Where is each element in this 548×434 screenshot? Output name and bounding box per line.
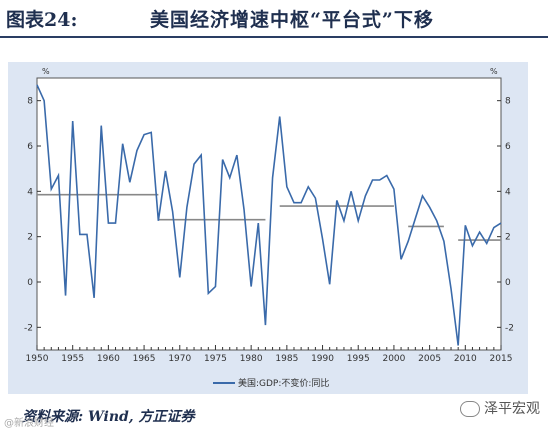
title-bar: 图表24: 美国经济增速中枢“平台式”下移: [0, 0, 548, 40]
y-tick-label-right: 4: [505, 187, 511, 197]
x-tick-label: 2010: [454, 354, 477, 364]
wechat-icon: [460, 401, 480, 417]
x-tick-label: 1955: [61, 354, 84, 364]
x-tick-label: 1950: [26, 354, 49, 364]
right-axis: -2 0 2 4 6 8: [497, 97, 514, 333]
x-tick-label: 2015: [490, 354, 513, 364]
legend-label: 美国:GDP:不变价:同比: [238, 377, 329, 389]
left-axis: -2 0 2 4 6 8: [24, 97, 41, 333]
watermark: 泽平宏观: [460, 398, 540, 418]
figure-title: 美国经济增速中枢“平台式”下移: [150, 9, 434, 31]
y-tick-label-right: 0: [505, 278, 511, 288]
y-tick-label-left: 0: [27, 278, 33, 288]
y-tick-label-right: 2: [505, 233, 511, 243]
gdp-series-line: [36, 84, 502, 346]
y-tick-label-right: -2: [505, 323, 514, 333]
plot-frame: [36, 77, 502, 351]
left-unit-label: %: [42, 67, 50, 76]
y-tick-label-left: 8: [27, 97, 33, 107]
y-tick-label-left: 4: [27, 187, 33, 197]
x-tick-label: 1965: [133, 354, 156, 364]
x-tick-label: 1990: [311, 354, 334, 364]
x-axis: 1950 1955 1960 1965 1970 1975 1980 1985 1990 1995…: [26, 345, 513, 364]
y-tick-label-right: 6: [505, 142, 511, 152]
x-tick-label: 2000: [382, 354, 405, 364]
y-tick-label-left: -2: [24, 323, 33, 333]
legend: 美国:GDP:不变价:同比: [213, 377, 329, 389]
x-tick-label: 1975: [204, 354, 227, 364]
y-tick-label-left: 6: [27, 142, 33, 152]
title-rule: [0, 36, 548, 38]
x-tick-label: 1985: [275, 354, 298, 364]
x-tick-label: 1980: [240, 354, 263, 364]
chart: -2 0 2 4 6 8 -2 0 2 4 6 8 1950 1955 1960 1965 1970 1975…: [8, 62, 528, 394]
watermark-text: 泽平宏观: [484, 401, 540, 417]
x-tick-label: 2005: [418, 354, 441, 364]
x-tick-label: 1970: [168, 354, 191, 364]
y-tick-label-right: 8: [505, 97, 511, 107]
y-tick-label-left: 2: [27, 233, 33, 243]
figure-label: 图表24:: [6, 9, 78, 31]
x-tick-label: 1995: [347, 354, 370, 364]
x-tick-label: 1960: [97, 354, 120, 364]
right-unit-label: %: [490, 67, 498, 76]
source-note: 资料来源: Wind, 方正证券: [22, 409, 195, 425]
site-watermark: @新浪财经: [4, 418, 54, 429]
